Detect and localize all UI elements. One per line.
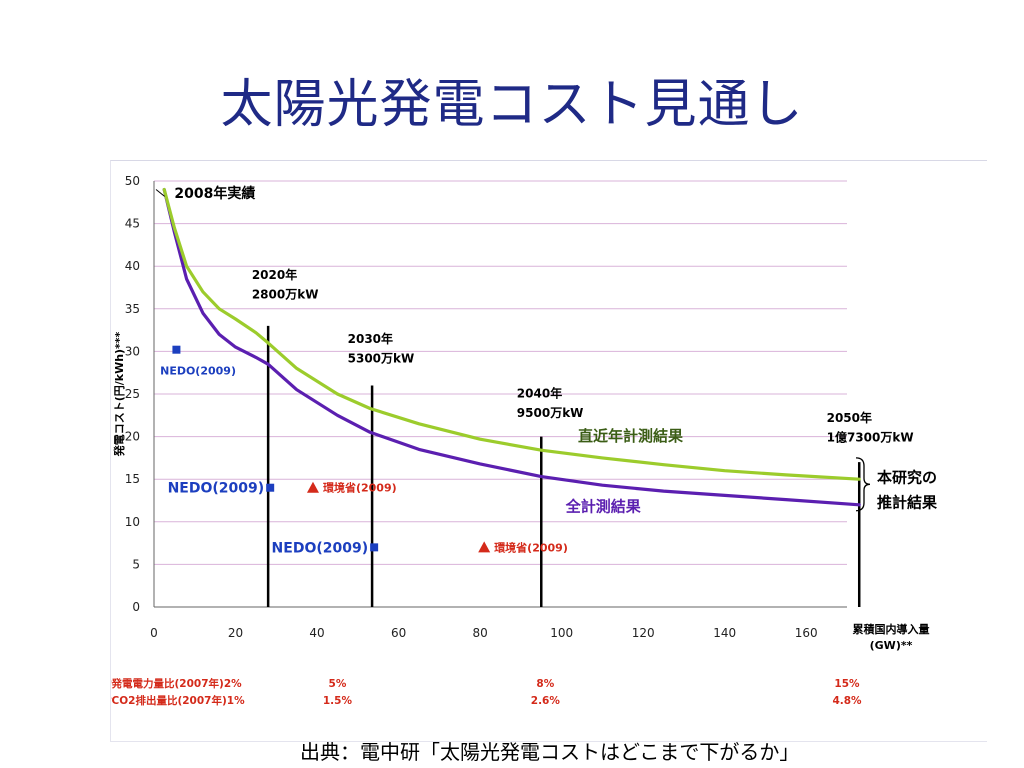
ratio-value: 2.6% [531, 695, 561, 707]
x-tick-label: 160 [795, 626, 818, 640]
x-tick-label: 0 [150, 626, 158, 640]
ratio-row-label: 対CO2排出量比(2007年)1% [111, 694, 245, 707]
series-label-recent: 直近年計測結果 [578, 427, 684, 445]
milestone-capacity: 2800万kW [252, 288, 319, 302]
y-tick-label: 5 [132, 557, 140, 571]
milestone-capacity: 1億7300万kW [827, 430, 914, 445]
x-tick-label: 40 [309, 626, 324, 640]
y-tick-label: 0 [132, 600, 140, 614]
moe-marker [306, 481, 319, 493]
ratio-value: 1.5% [323, 695, 353, 707]
ratio-value: 4.8% [832, 695, 862, 707]
x-tick-label: 140 [713, 626, 736, 640]
slide-title: 太陽光発電コスト見通し [220, 75, 804, 135]
annotation-pointer [155, 189, 165, 197]
chart-frame: 0 5 10 15 20 25 30 35 40 45 50 0 20 40 60 80 100 120 140 16… [110, 160, 987, 742]
series-label-all: 全計測結果 [565, 498, 642, 516]
nedo-marker-label: NEDO(2009) [168, 481, 265, 497]
moe-marker-label: 環境省(2009) [494, 540, 568, 554]
bracket-label-line1: 本研究の [877, 469, 937, 487]
y-tick-label: 40 [125, 259, 140, 273]
moe-marker-label: 環境省(2009) [323, 481, 397, 495]
y-tick-label: 20 [125, 430, 140, 444]
source-citation: 出典：電中研「太陽光発電コストはどこまで下がるか」 [300, 740, 800, 764]
nedo-marker [370, 543, 379, 552]
x-tick-label: 100 [550, 626, 573, 640]
ratio-value: 15% [834, 678, 860, 690]
milestone-capacity: 5300万kW [348, 351, 415, 365]
x-tick-label: 60 [391, 626, 406, 640]
y-tick-label: 10 [125, 515, 140, 529]
cost-curve-chart: 0 5 10 15 20 25 30 35 40 45 50 0 20 40 60 80 100 120 140 16… [111, 174, 938, 707]
nedo-marker [266, 483, 275, 492]
milestone-year: 2020年 [252, 267, 297, 282]
milestone-capacity: 9500万kW [517, 406, 584, 420]
x-tick-label: 20 [228, 626, 243, 640]
milestone-year: 2030年 [348, 331, 393, 346]
nedo-marker [172, 345, 181, 354]
milestone-year: 2050年 [827, 410, 872, 425]
x-axis-label: 累積国内導入量 [853, 622, 930, 636]
x-axis-unit: (GW)** [870, 639, 913, 652]
y-axis-label: 発電コスト(円/kWh)*** [112, 331, 126, 457]
y-tick-label: 45 [125, 217, 140, 231]
bracket-label-line2: 推計結果 [877, 493, 938, 511]
ratio-row-label: 対発電電力量比(2007年)2% [111, 677, 242, 690]
y-tick-label: 15 [125, 472, 140, 486]
y-tick-label: 35 [125, 302, 140, 316]
y-tick-label: 30 [125, 344, 140, 358]
annotation-nedo: NEDO(2009) [160, 364, 236, 377]
y-tick-label: 50 [125, 174, 140, 188]
ratio-value: 8% [536, 678, 554, 690]
x-tick-label: 80 [472, 626, 487, 640]
annotation-2008: 2008年実績 [174, 185, 255, 202]
y-tick-label: 25 [125, 387, 140, 401]
series-line-1 [162, 187, 861, 481]
milestone-year: 2040年 [517, 385, 562, 400]
moe-marker [478, 541, 491, 553]
x-tick-label: 120 [632, 626, 655, 640]
nedo-marker-label: NEDO(2009) [272, 540, 369, 556]
ratio-value: 5% [329, 678, 347, 690]
series-line-0 [162, 187, 861, 507]
result-bracket [855, 457, 871, 512]
